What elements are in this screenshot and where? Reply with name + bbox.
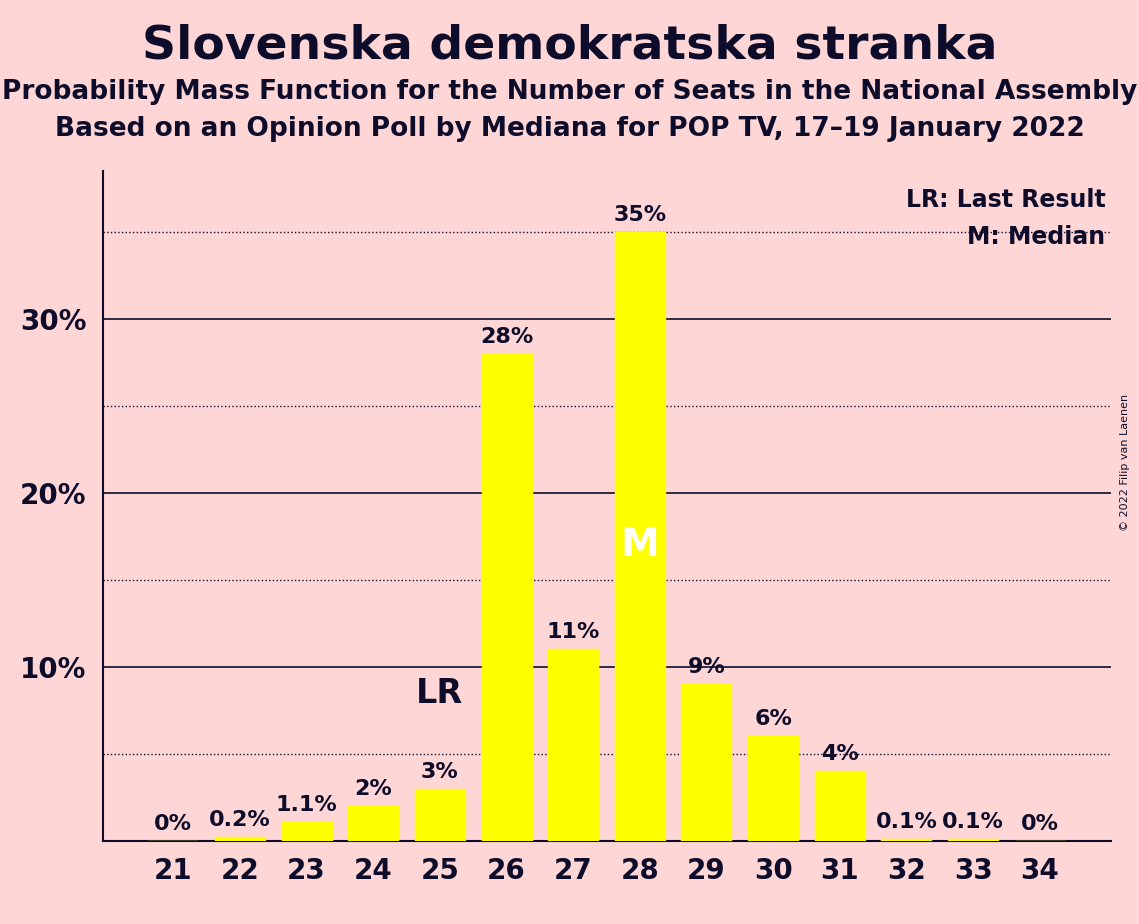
Text: M: Median: M: Median: [967, 225, 1106, 249]
Bar: [482, 354, 532, 841]
Bar: [615, 232, 665, 841]
Text: 35%: 35%: [613, 205, 666, 225]
Text: 9%: 9%: [688, 657, 726, 677]
Text: M: M: [621, 526, 659, 564]
Bar: [415, 789, 465, 841]
Text: 0.1%: 0.1%: [942, 812, 1003, 833]
Text: 2%: 2%: [354, 779, 392, 799]
Text: 0%: 0%: [1021, 814, 1059, 833]
Text: © 2022 Filip van Laenen: © 2022 Filip van Laenen: [1121, 394, 1130, 530]
Bar: [215, 837, 265, 841]
Bar: [948, 839, 998, 841]
Bar: [748, 736, 798, 841]
Text: 0%: 0%: [154, 814, 192, 833]
Bar: [281, 821, 331, 841]
Text: Slovenska demokratska stranka: Slovenska demokratska stranka: [141, 23, 998, 68]
Text: 28%: 28%: [480, 327, 533, 346]
Bar: [548, 650, 598, 841]
Bar: [681, 685, 731, 841]
Text: 3%: 3%: [421, 761, 459, 782]
Text: 0.1%: 0.1%: [876, 812, 937, 833]
Bar: [349, 806, 399, 841]
Bar: [882, 839, 932, 841]
Text: Probability Mass Function for the Number of Seats in the National Assembly: Probability Mass Function for the Number…: [2, 79, 1137, 104]
Text: LR: Last Result: LR: Last Result: [906, 188, 1106, 212]
Text: 1.1%: 1.1%: [276, 795, 337, 815]
Text: 11%: 11%: [547, 623, 600, 642]
Text: 0.2%: 0.2%: [210, 810, 271, 831]
Text: 4%: 4%: [821, 744, 859, 764]
Bar: [814, 772, 865, 841]
Text: LR: LR: [417, 677, 464, 711]
Text: Based on an Opinion Poll by Mediana for POP TV, 17–19 January 2022: Based on an Opinion Poll by Mediana for …: [55, 116, 1084, 141]
Text: 6%: 6%: [754, 710, 792, 729]
